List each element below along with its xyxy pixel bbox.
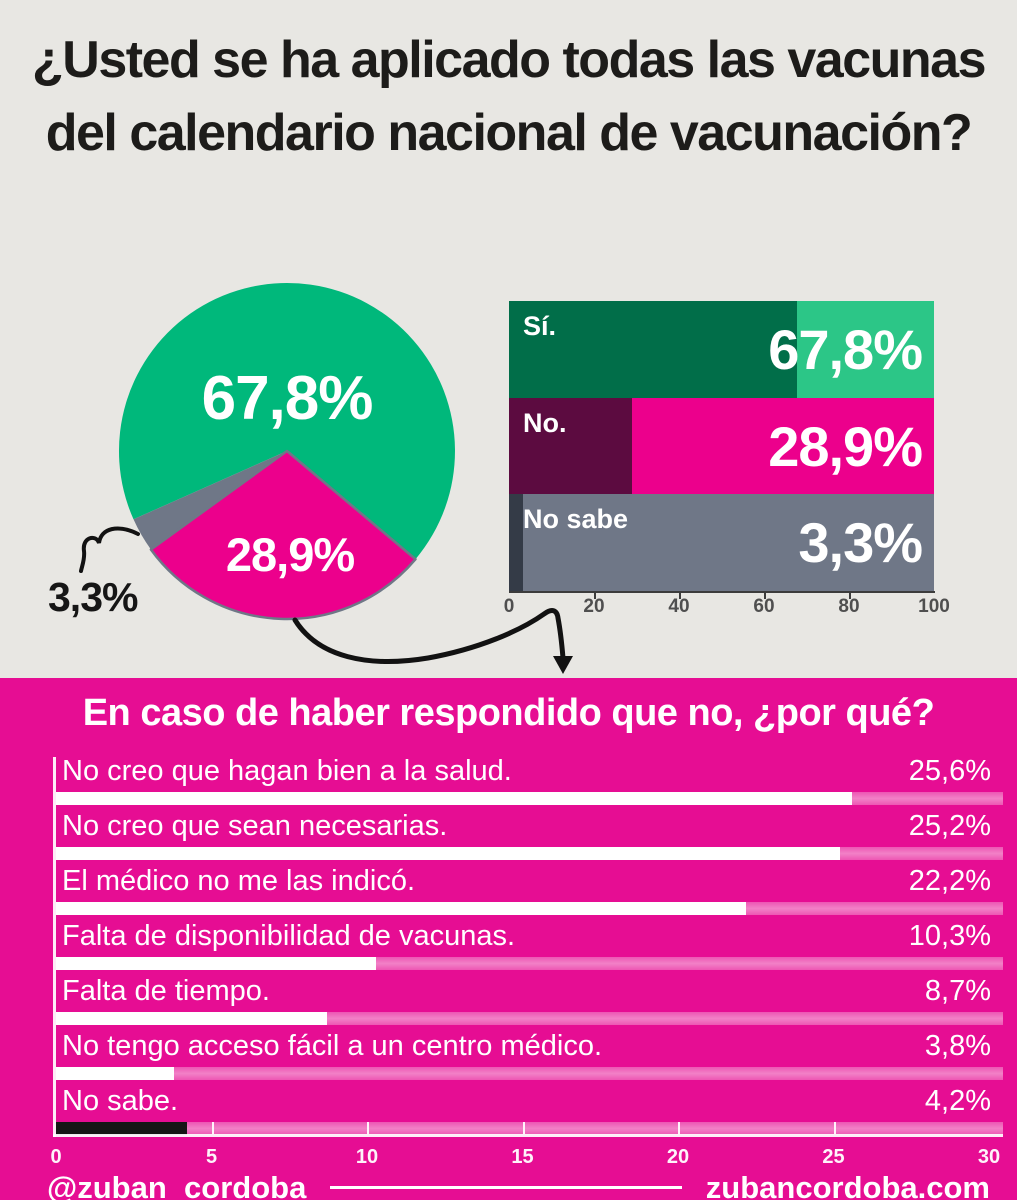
reason-bar-fill bbox=[56, 1067, 174, 1080]
pie-chart: 67,8% 28,9% bbox=[117, 281, 457, 621]
reason-bar-track bbox=[56, 1122, 1003, 1135]
top-axis-tick-label: 20 bbox=[583, 596, 605, 617]
reason-value: 25,2% bbox=[908, 810, 991, 842]
reason-bar-fill bbox=[56, 957, 376, 970]
survey-question-title: ¿Usted se ha aplicado todas las vacunas … bbox=[32, 31, 987, 162]
bar-row-no: No. 28,9% bbox=[509, 397, 934, 495]
top-axis-tickmark bbox=[764, 593, 766, 599]
reasons-axis-tick-label: 25 bbox=[822, 1146, 845, 1168]
reason-row: No creo que sean necesarias. 25,2% bbox=[56, 810, 1003, 865]
reason-bar-track bbox=[56, 1067, 1003, 1080]
reason-bar-track bbox=[56, 1012, 1003, 1025]
top-axis-tickmark bbox=[594, 593, 596, 599]
top-axis-tickmark bbox=[679, 593, 681, 599]
bar-label-si: Sí. bbox=[523, 311, 557, 341]
reason-label: Falta de tiempo. bbox=[62, 975, 270, 1007]
top-section: ¿Usted se ha aplicado todas las vacunas … bbox=[32, 31, 987, 674]
bar-label-no: No. bbox=[523, 407, 567, 438]
reason-row: No tengo acceso fácil a un centro médico… bbox=[56, 1030, 1003, 1085]
reason-label: No tengo acceso fácil a un centro médico… bbox=[62, 1030, 603, 1062]
bar-fill-si bbox=[509, 301, 798, 398]
reason-label: No creo que hagan bien a la salud. bbox=[62, 755, 512, 787]
top-axis-tick-label: 100 bbox=[918, 596, 950, 617]
reason-bar-fill bbox=[56, 847, 840, 860]
reason-bar-track bbox=[56, 902, 1003, 915]
answers-bar-chart: Sí. 67,8% No. 28,9% No sabe 3,3% bbox=[509, 301, 934, 592]
reasons-x-axis-line bbox=[53, 1134, 1003, 1137]
reason-label: No sabe. bbox=[62, 1085, 179, 1117]
pie-value-no: 28,9% bbox=[225, 528, 355, 581]
bar-value-si: 67,8% bbox=[768, 317, 923, 381]
reasons-section: En caso de haber respondido que no, ¿por… bbox=[0, 678, 1017, 1200]
reason-bar-fill bbox=[56, 1122, 187, 1135]
reason-value: 3,8% bbox=[924, 1030, 991, 1062]
bar-fill-no bbox=[509, 397, 632, 495]
top-axis-tick-label: 80 bbox=[838, 596, 860, 617]
reason-bar-track bbox=[56, 847, 1003, 860]
bar-label-nosabe: No sabe bbox=[523, 504, 629, 535]
reason-value: 25,6% bbox=[908, 755, 991, 787]
reasons-axis-tick-label: 0 bbox=[50, 1146, 62, 1168]
reason-bar-fill bbox=[56, 1012, 327, 1025]
top-axis-tick-label: 60 bbox=[753, 596, 775, 617]
reasons-bar-chart: No creo que hagan bien a la salud. 25,6%… bbox=[56, 755, 1003, 1140]
reason-bar-fill bbox=[56, 792, 852, 805]
reasons-y-axis-line bbox=[53, 757, 56, 1137]
pie-chart-svg bbox=[118, 282, 455, 621]
reason-bar-fill bbox=[56, 902, 746, 915]
reasons-axis-tickmark bbox=[367, 1122, 369, 1134]
bar-row-nosabe: No sabe 3,3% bbox=[509, 494, 934, 592]
footer-divider-line bbox=[330, 1186, 682, 1189]
bar-value-nosabe: 3,3% bbox=[798, 511, 923, 575]
reasons-axis-tick-label: 20 bbox=[666, 1146, 690, 1168]
reasons-axis-tick-label: 10 bbox=[355, 1146, 379, 1168]
reason-row: Falta de tiempo. 8,7% bbox=[56, 975, 1003, 1030]
reasons-axis-tickmark bbox=[211, 1122, 214, 1134]
reasons-axis-tickmark bbox=[678, 1122, 680, 1134]
reason-row: Falta de disponibilidad de vacunas. 10,3… bbox=[56, 920, 1003, 975]
reason-bar-track bbox=[56, 957, 1003, 970]
reasons-axis-tick-label: 15 bbox=[511, 1146, 534, 1168]
reason-row: No creo que hagan bien a la salud. 25,6% bbox=[56, 755, 1003, 810]
reason-value: 8,7% bbox=[924, 975, 991, 1007]
bar-fill-nosabe bbox=[509, 494, 524, 592]
reasons-axis-tickmark bbox=[833, 1122, 836, 1134]
bar-value-no: 28,9% bbox=[768, 414, 923, 478]
top-axis-tick-label: 40 bbox=[668, 596, 690, 617]
reasons-axis-tick-label: 5 bbox=[205, 1146, 218, 1168]
reason-label: Falta de disponibilidad de vacunas. bbox=[62, 920, 516, 952]
pie-value-yes: 67,8% bbox=[201, 364, 374, 433]
social-handle: @zuban_cordoba bbox=[47, 1170, 307, 1200]
reasons-title: En caso de haber respondido que no, ¿por… bbox=[82, 692, 935, 734]
reason-value: 22,2% bbox=[908, 865, 991, 897]
reason-label: No creo que sean necesarias. bbox=[62, 810, 448, 842]
top-axis-tickmark bbox=[849, 593, 851, 599]
reason-value: 10,3% bbox=[908, 920, 991, 952]
reason-row: El médico no me las indicó. 22,2% bbox=[56, 865, 1003, 920]
reason-value: 4,2% bbox=[924, 1085, 991, 1117]
pie-value-nosabe: 3,3% bbox=[48, 574, 138, 620]
top-chart-axis-line bbox=[509, 591, 935, 593]
website-link: zubancordoba.com bbox=[705, 1170, 990, 1200]
top-axis-tick-label: 0 bbox=[503, 596, 515, 617]
reasons-axis-tick-label: 30 bbox=[977, 1146, 1001, 1168]
bar-row-si: Sí. 67,8% bbox=[509, 301, 934, 398]
reasons-axis-tick-labels: 0 5 10 15 20 25 30 bbox=[50, 1146, 1000, 1172]
reasons-axis-tickmark bbox=[522, 1122, 525, 1134]
reason-label: El médico no me las indicó. bbox=[62, 865, 415, 897]
reason-row: No sabe. 4,2% bbox=[56, 1085, 1003, 1140]
reason-bar-track bbox=[56, 792, 1003, 805]
